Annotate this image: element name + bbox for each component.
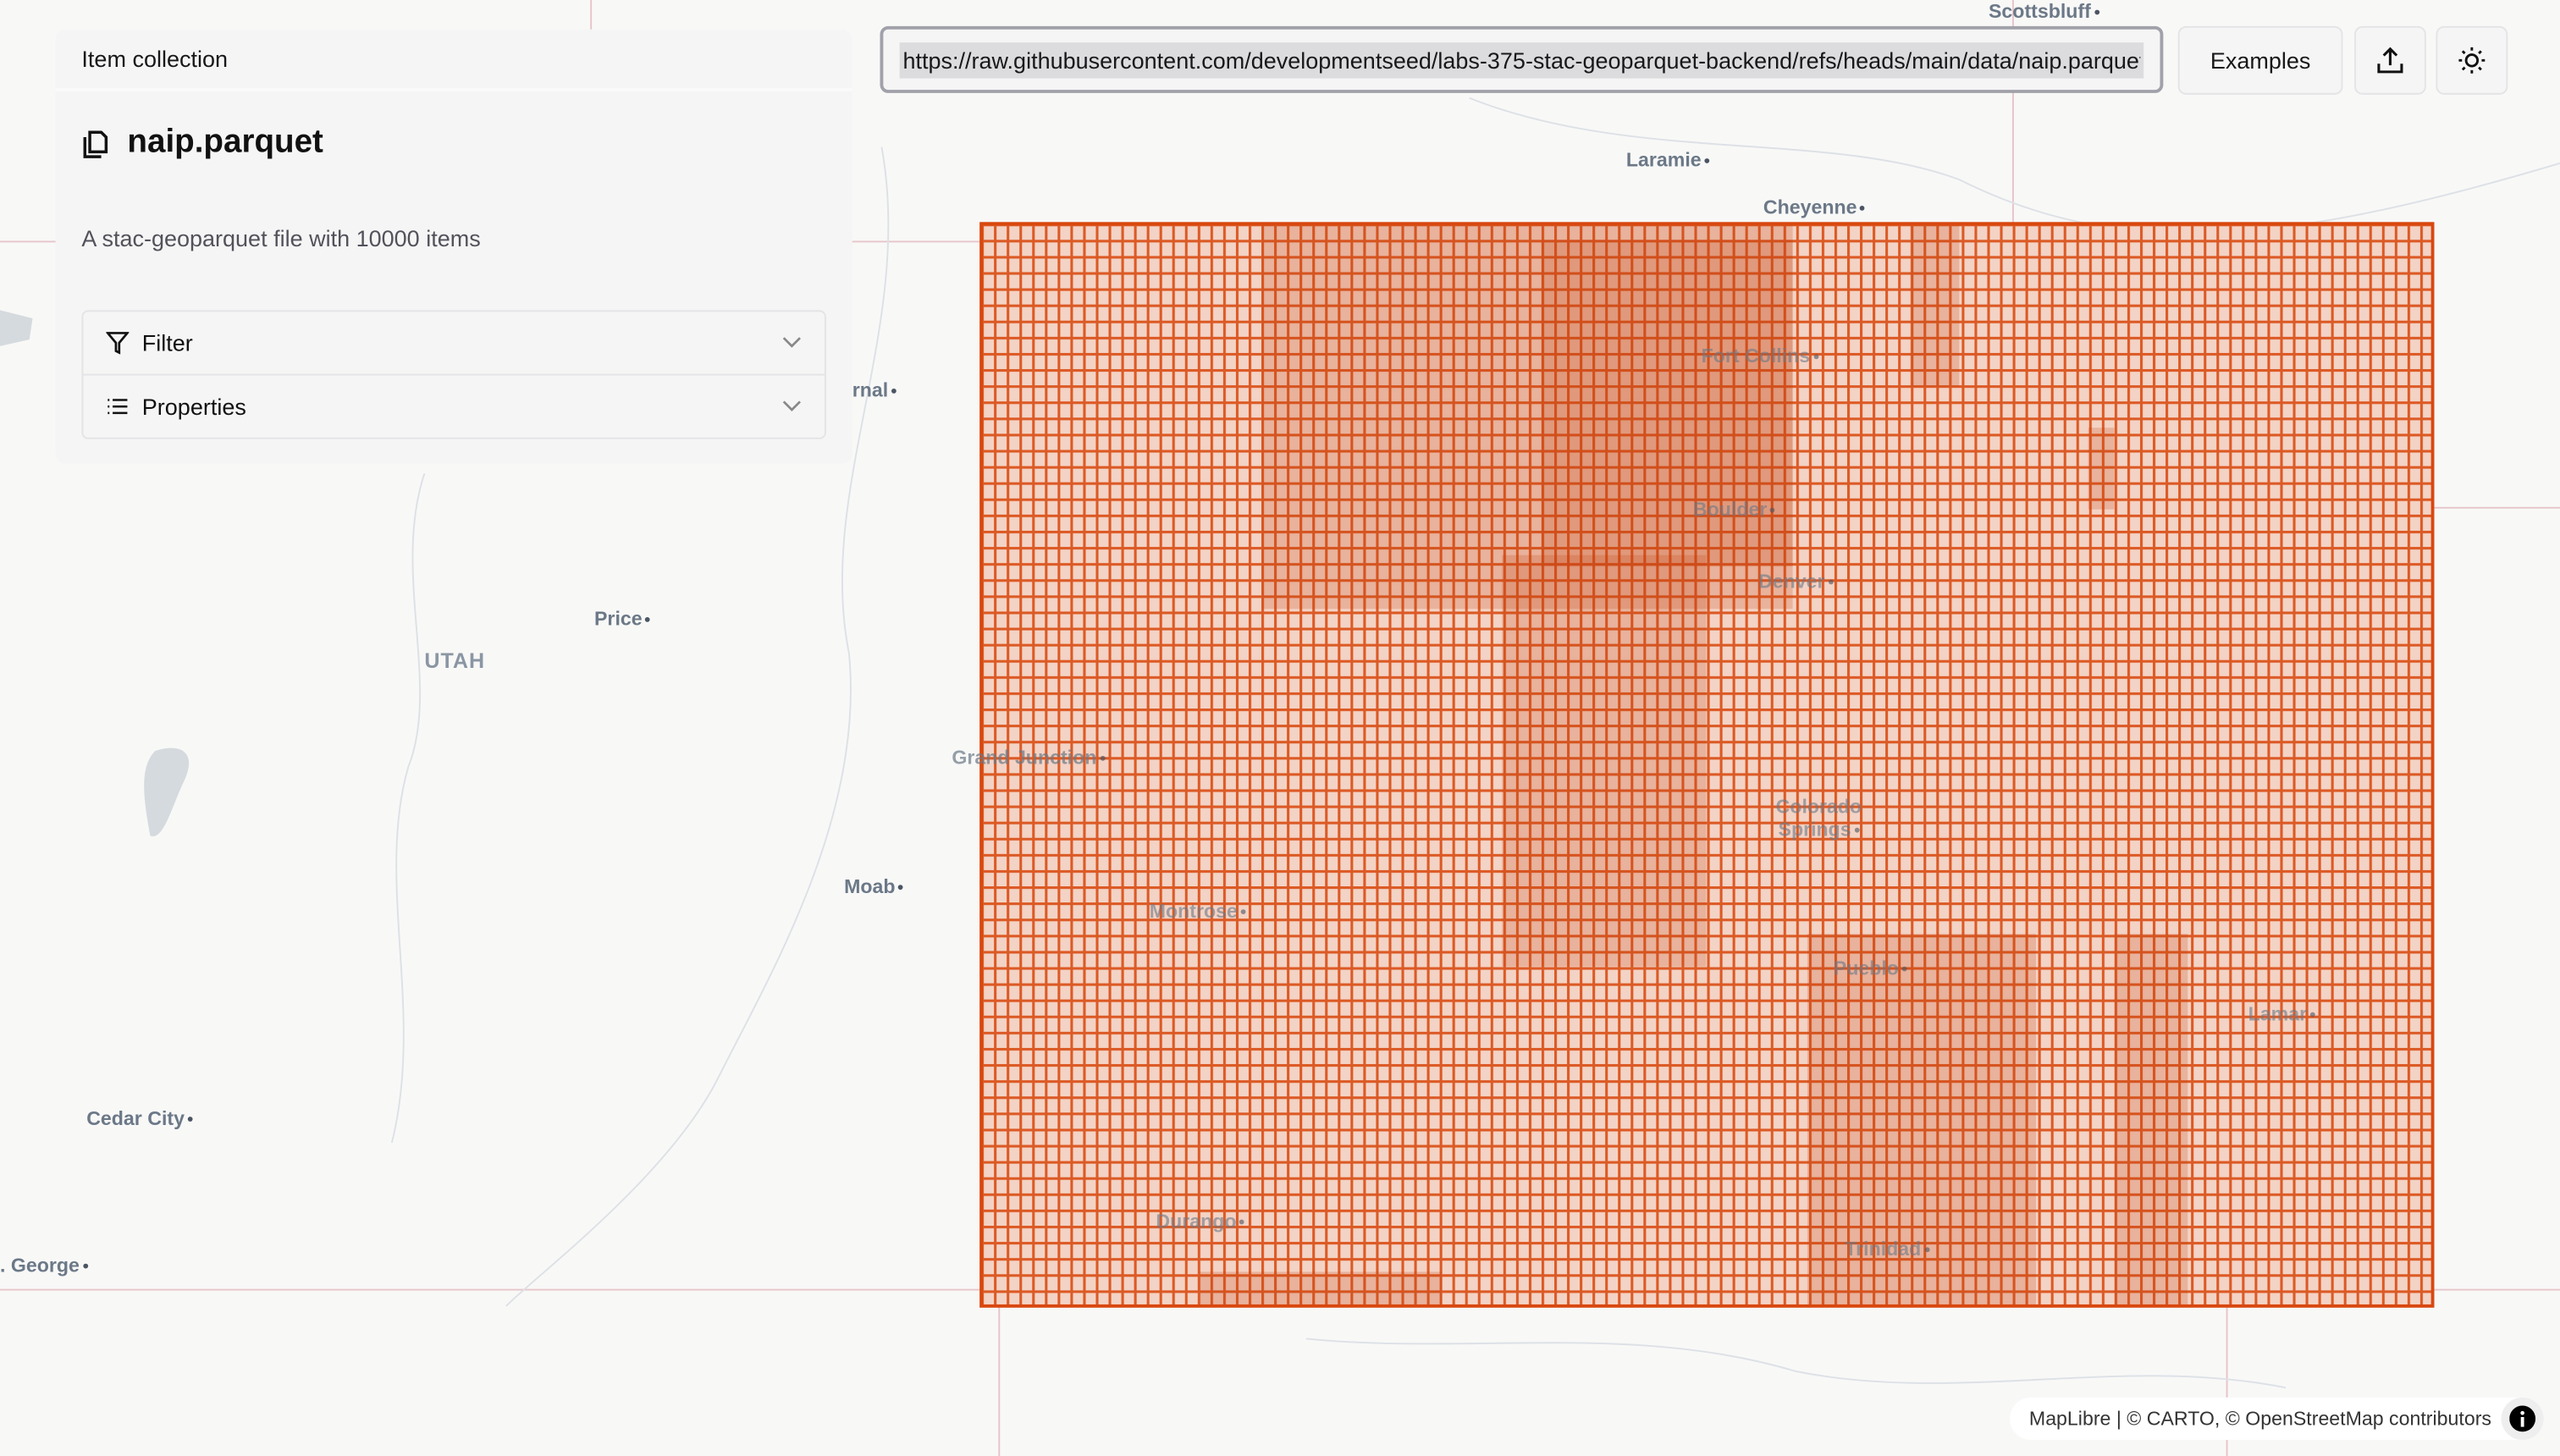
city-label: Montrose — [1150, 900, 1246, 923]
city-label: Fort Collins — [1702, 345, 1818, 367]
city-label: Price — [594, 607, 650, 630]
city-label: Trinidad — [1845, 1238, 1929, 1260]
lake-shape — [144, 747, 190, 837]
state-label: UTAH — [424, 648, 486, 673]
info-button[interactable] — [2501, 1397, 2544, 1440]
city-label: Cedar City — [86, 1107, 192, 1130]
list-icon — [108, 399, 128, 415]
files-icon — [83, 130, 108, 157]
overlap-regions — [1200, 223, 2188, 1306]
attribution-text[interactable]: MapLibre | © CARTO, © OpenStreetMap cont… — [2028, 1407, 2491, 1431]
upload-button[interactable] — [2353, 25, 2426, 95]
collection-description: A stac-geoparquet file with 10000 items — [81, 225, 481, 251]
url-input[interactable] — [899, 41, 2144, 78]
collection-title: naip.parquet — [127, 124, 323, 160]
city-label: Colorado Springs — [1770, 795, 1868, 841]
sun-icon — [2458, 47, 2486, 74]
city-label: Grand Junction — [952, 746, 1105, 769]
city-label: Durango — [1156, 1210, 1244, 1233]
city-label: Denver — [1758, 570, 1833, 593]
chevron-down-icon — [782, 400, 801, 411]
properties-label: Properties — [141, 393, 246, 420]
examples-button[interactable]: Examples — [2177, 25, 2343, 95]
city-label: Cheyenne — [1763, 196, 1865, 218]
theme-toggle-button[interactable] — [2436, 25, 2508, 95]
city-label: Laramie — [1626, 148, 1709, 171]
city-label: Scottsbluff — [1989, 0, 2099, 23]
url-field-wrapper — [880, 25, 2164, 93]
item-collection-panel: Item collection naip.parquet A stac-geop… — [55, 29, 852, 464]
panel-header: Item collection — [55, 30, 852, 91]
city-label: Lamar — [2248, 1002, 2315, 1025]
city-label: St. George — [0, 1254, 88, 1277]
city-label: Boulder — [1693, 498, 1775, 521]
lake-shape — [0, 310, 33, 346]
properties-section-toggle[interactable]: Properties — [83, 373, 825, 438]
filter-label: Filter — [141, 329, 193, 356]
city-label: Pueblo — [1834, 957, 1907, 979]
filter-section-toggle[interactable]: Filter — [83, 312, 825, 373]
item-footprints-grid[interactable] — [981, 223, 2433, 1306]
map-attribution: MapLibre | © CARTO, © OpenStreetMap cont… — [2009, 1397, 2544, 1440]
upload-icon — [2377, 47, 2403, 74]
info-icon — [2509, 1405, 2536, 1432]
chevron-down-icon — [782, 337, 801, 348]
city-label: Moab — [844, 875, 903, 898]
filter-icon — [106, 332, 130, 355]
accordion: Filter Properties — [81, 310, 826, 439]
